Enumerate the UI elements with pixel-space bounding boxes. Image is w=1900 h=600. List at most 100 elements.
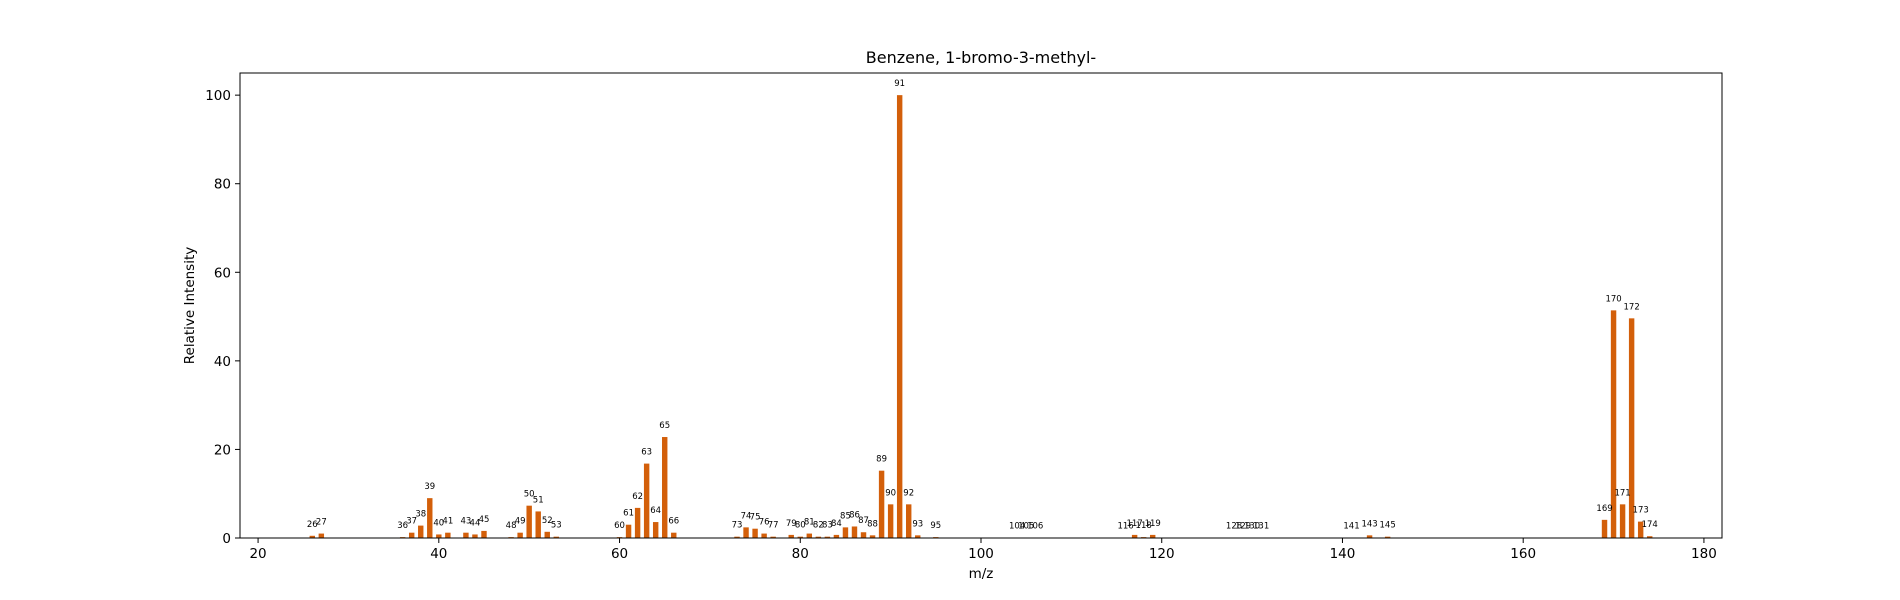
spectrum-bar bbox=[761, 533, 767, 538]
spectrum-bar bbox=[472, 534, 478, 538]
y-axis-label: Relative Intensity bbox=[182, 247, 198, 365]
peak-label: 48 bbox=[506, 521, 517, 531]
spectrum-bar bbox=[833, 534, 840, 538]
peak-label: 128 bbox=[1226, 522, 1242, 532]
spectrum-bar bbox=[1646, 536, 1653, 538]
peak-label: 36 bbox=[397, 521, 408, 531]
peak-label: 106 bbox=[1027, 522, 1043, 532]
peak-label: 51 bbox=[533, 495, 544, 505]
peak-label: 105 bbox=[1018, 522, 1034, 532]
spectrum-bar bbox=[318, 533, 325, 538]
spectrum-bar bbox=[1610, 310, 1617, 538]
spectrum-bar bbox=[1384, 536, 1391, 538]
peak-label: 64 bbox=[650, 506, 661, 516]
x-tick-label: 20 bbox=[249, 546, 266, 562]
x-axis-ticks: 20 40 60 80 100 120 140 160 180 bbox=[249, 538, 1717, 562]
spectrum-bars bbox=[309, 95, 1653, 539]
spectrum-bar bbox=[915, 535, 921, 538]
spectrum-bar bbox=[634, 507, 641, 538]
peak-label: 104 bbox=[1009, 522, 1025, 532]
x-tick-label: 60 bbox=[611, 546, 628, 562]
spectrum-bar bbox=[878, 470, 885, 538]
spectrum-bar bbox=[427, 498, 433, 538]
peak-label: 79 bbox=[786, 519, 797, 529]
spectrum-bar bbox=[662, 437, 668, 538]
peak-label: 84 bbox=[831, 519, 842, 529]
x-tick-label: 140 bbox=[1330, 546, 1356, 562]
peak-label: 91 bbox=[894, 79, 905, 89]
peak-label: 92 bbox=[903, 488, 914, 498]
x-tick-label: 180 bbox=[1691, 546, 1717, 562]
spectrum-bar bbox=[1637, 521, 1644, 538]
y-axis-ticks: 0 20 40 60 80 100 bbox=[205, 88, 240, 547]
peak-label: 173 bbox=[1633, 506, 1649, 516]
x-tick-label: 120 bbox=[1149, 546, 1175, 562]
y-tick-label: 80 bbox=[214, 177, 231, 193]
peak-label: 74 bbox=[741, 511, 752, 521]
peak-label: 50 bbox=[524, 490, 535, 500]
spectrum-bar bbox=[896, 95, 903, 539]
peak-label: 145 bbox=[1380, 521, 1396, 531]
peak-label: 44 bbox=[470, 518, 481, 528]
peak-label: 45 bbox=[479, 515, 490, 525]
spectrum-bar bbox=[481, 530, 487, 538]
peak-label: 116 bbox=[1117, 522, 1133, 532]
spectrum-bar bbox=[1619, 504, 1626, 538]
peak-label: 93 bbox=[912, 519, 923, 529]
peak-label: 77 bbox=[768, 521, 779, 531]
y-tick-label: 100 bbox=[205, 88, 231, 104]
spectrum-bar bbox=[418, 525, 424, 538]
peak-label: 118 bbox=[1136, 521, 1152, 531]
peak-label: 62 bbox=[632, 492, 643, 502]
peak-label: 53 bbox=[551, 521, 562, 531]
peak-label: 39 bbox=[424, 482, 435, 492]
peak-label: 81 bbox=[804, 518, 815, 528]
peak-label: 60 bbox=[614, 521, 625, 531]
peak-label: 87 bbox=[858, 516, 869, 526]
peak-label: 95 bbox=[930, 521, 941, 531]
peak-label: 119 bbox=[1145, 519, 1161, 529]
peak-label: 75 bbox=[750, 513, 761, 523]
spectrum-bar bbox=[652, 522, 659, 538]
peak-label: 90 bbox=[885, 488, 896, 498]
x-tick-label: 40 bbox=[430, 546, 447, 562]
spectrum-bar bbox=[770, 536, 776, 538]
spectrum-bar bbox=[671, 532, 677, 538]
spectrum-bar bbox=[526, 505, 532, 538]
peak-label: 143 bbox=[1361, 519, 1377, 529]
spectrum-bar bbox=[436, 534, 442, 538]
peak-label: 66 bbox=[668, 517, 679, 527]
plot-area-frame bbox=[239, 72, 1723, 539]
spectrum-bar bbox=[544, 531, 550, 538]
peak-label: 82 bbox=[813, 521, 824, 531]
peak-label: 86 bbox=[849, 510, 860, 520]
peak-label: 73 bbox=[732, 521, 743, 531]
peak-label: 117 bbox=[1127, 519, 1143, 529]
peak-label: 131 bbox=[1253, 522, 1269, 532]
y-tick-label: 40 bbox=[214, 354, 231, 370]
peak-label: 76 bbox=[759, 518, 770, 528]
peak-label: 89 bbox=[876, 455, 887, 465]
spectrum-bar bbox=[887, 504, 894, 538]
y-tick-label: 0 bbox=[222, 531, 231, 547]
peak-label: 52 bbox=[542, 516, 553, 526]
spectrum-bar bbox=[1366, 535, 1373, 538]
peak-label: 43 bbox=[461, 517, 472, 527]
spectrum-bar bbox=[1628, 318, 1635, 538]
peak-label: 130 bbox=[1244, 522, 1260, 532]
peak-label: 61 bbox=[623, 509, 634, 519]
spectrum-bar bbox=[643, 463, 650, 538]
peak-label: 83 bbox=[822, 521, 833, 531]
peak-label: 26 bbox=[307, 520, 318, 530]
y-tick-label: 20 bbox=[214, 442, 231, 458]
peak-label: 37 bbox=[406, 517, 417, 527]
spectrum-bar bbox=[535, 511, 541, 538]
peak-label: 65 bbox=[659, 421, 670, 431]
spectrum-bar bbox=[842, 527, 849, 538]
chart-title: Benzene, 1-bromo-3-methyl- bbox=[866, 48, 1096, 67]
y-tick-label: 60 bbox=[214, 265, 231, 281]
spectrum-bar bbox=[309, 535, 316, 538]
spectrum-bar bbox=[625, 524, 632, 538]
peak-label: 141 bbox=[1343, 522, 1359, 532]
peak-label: 63 bbox=[641, 448, 652, 458]
